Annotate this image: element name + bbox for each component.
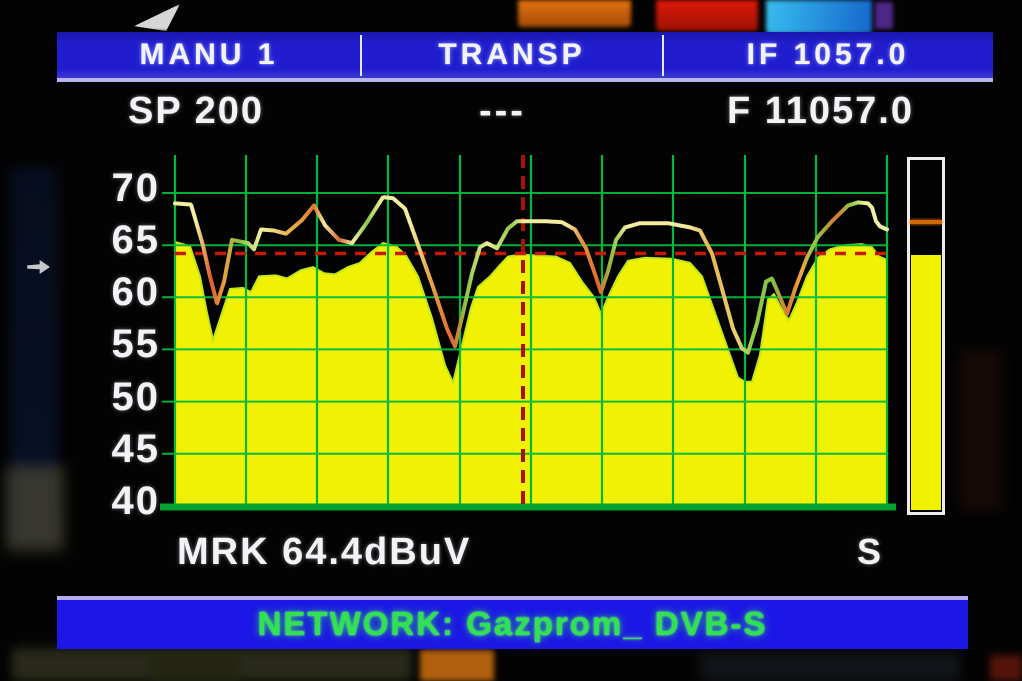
status-flag: S (857, 531, 884, 572)
network-bar: NETWORK: Gazprom_ DVB-S (57, 596, 968, 649)
background-red-block (656, 0, 758, 31)
spectrum-plot (160, 155, 896, 511)
y-axis-label: 40 (111, 479, 160, 523)
y-axis-label: 50 (111, 375, 160, 419)
y-axis-label: 70 (111, 166, 160, 210)
background-brown-blob (960, 350, 1002, 510)
plot-baseline (160, 503, 896, 511)
background-orange-block (518, 0, 631, 27)
y-axis-label: 45 (111, 427, 160, 471)
background-gray-band (700, 652, 960, 681)
background-cyan-block (766, 0, 872, 34)
marker-readout: MRK 64.4dBuV (177, 531, 472, 573)
network-label: NETWORK: Gazprom_ DVB-S (257, 605, 768, 642)
span-readout: SP 200 (128, 90, 264, 132)
background-purple-sliver (875, 2, 893, 29)
level-bar-fill (911, 255, 941, 510)
background-red-blob (990, 655, 1022, 681)
tab-manual-mode[interactable]: MANU 1 (139, 38, 279, 71)
menu-bar: MANU 1 TRANSP IF 1057.0 (57, 32, 993, 82)
frequency-readout: F 11057.0 (726, 90, 914, 132)
level-bar (907, 157, 945, 515)
max-hold-trace (173, 195, 889, 355)
tab-transponder[interactable]: TRANSP (438, 38, 586, 71)
menu-divider (662, 35, 664, 76)
y-axis-label: 55 (111, 322, 160, 366)
transponder-readout: --- (479, 90, 526, 132)
tab-if-frequency[interactable]: IF 1057.0 (746, 38, 910, 71)
background-olive-blob (6, 466, 64, 551)
background-orange-blob (420, 650, 494, 681)
background-dark-streak (150, 652, 240, 681)
menu-divider (360, 35, 362, 76)
y-axis-label: 60 (111, 270, 160, 314)
y-axis-label: 65 (111, 218, 160, 262)
level-bar-peak-marker (910, 220, 942, 224)
